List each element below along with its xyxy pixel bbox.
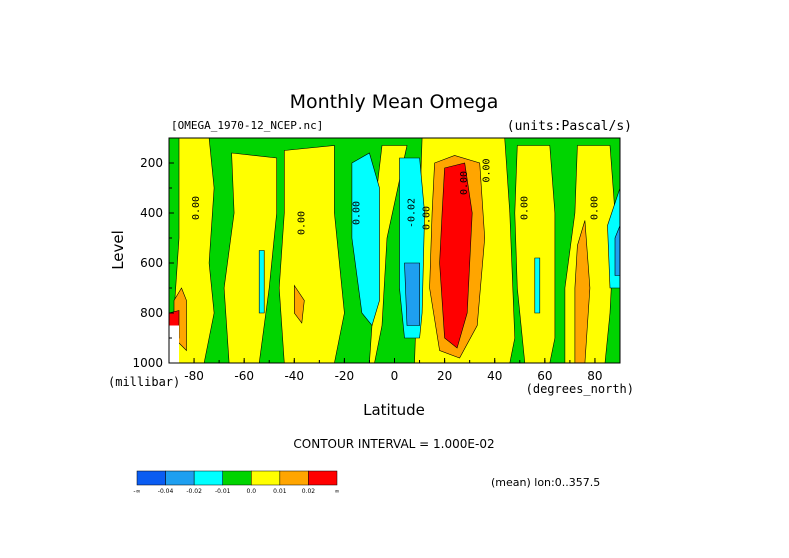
y-tick-label: 600 [140,256,163,270]
x-tick-label: 40 [487,369,502,383]
colorbar: -∞ -0.04 -0.02 -0.01 0.0 0.01 0.02 ∞ [133,470,340,495]
colorbar-swatch [136,470,166,486]
colorbar-label: ∞ [335,488,340,495]
contour-label: 0.00 [589,196,600,220]
contour-label: 0.00 [351,201,362,225]
y-tick-label: 200 [140,156,163,170]
x-tick-label: -80 [184,369,204,383]
contour-region-13 [404,262,420,326]
y-unit-label: (millibar) [108,375,180,389]
colorbar-swatch [279,470,309,486]
mean-note: (mean) lon:0..357.5 [491,476,600,489]
source-label: [OMEGA_1970-12_NCEP.nc] [171,119,323,132]
colorbar-swatch [222,470,252,486]
colorbar-label: 0.02 [302,488,316,495]
x-unit-label: (degrees_north) [526,382,634,396]
colorbar-label: -0.04 [158,488,174,495]
contour-label: -0.02 [407,198,418,228]
x-axis-ticks: -80 -60 -40 -20 0 20 40 60 80 [168,358,621,383]
colorbar-swatch [308,470,338,486]
contour-label: 0.00 [296,211,307,235]
colorbar-label: -0.02 [186,488,202,495]
contour-interval-text: CONTOUR INTERVAL = 1.000E-02 [293,437,494,451]
contour-label: 0.00 [459,171,470,195]
contour-region-21 [169,325,179,363]
x-axis-label: Latitude [363,401,425,419]
y-tick-label: 400 [140,206,163,220]
y-tick-label: 800 [140,306,163,320]
contour-region-11 [534,257,541,314]
contour-labels: 0.00 0.00 0.00 -0.02 0.00 0.00 0.00 0.00 0.00 [191,158,600,235]
y-axis-label: Level [109,230,127,270]
x-tick-label: -40 [284,369,304,383]
contour-region-19 [439,162,473,349]
x-tick-label: -20 [335,369,355,383]
x-tick-label: -60 [234,369,254,383]
plot-area [168,137,621,364]
x-tick-label: 80 [587,369,602,383]
colorbar-label: -0.01 [215,488,231,495]
x-tick-label: 0 [391,369,399,383]
contour-region-16 [293,284,305,324]
colorbar-swatch [251,470,281,486]
contour-label: 0.00 [191,196,202,220]
contour-label: 0.00 [422,206,433,230]
colorbar-label: -∞ [133,488,140,495]
colorbar-label: 0.0 [247,488,257,495]
x-tick-label: 20 [437,369,452,383]
y-tick-label: 1000 [132,356,163,370]
colorbar-swatch [193,470,223,486]
colorbar-label: 0.01 [273,488,287,495]
contour-label: 0.00 [519,196,530,220]
contour-region-8 [258,250,265,314]
units-label: (units:Pascal/s) [507,119,632,134]
chart-title: Monthly Mean Omega [290,91,499,113]
contour-region-3 [278,145,345,364]
y-axis-ticks: 200 400 600 800 1000 [132,137,174,370]
colorbar-swatch [165,470,195,486]
contour-label: 0.00 [482,158,493,182]
x-tick-label: 60 [537,369,552,383]
contour-region-9 [351,152,380,327]
